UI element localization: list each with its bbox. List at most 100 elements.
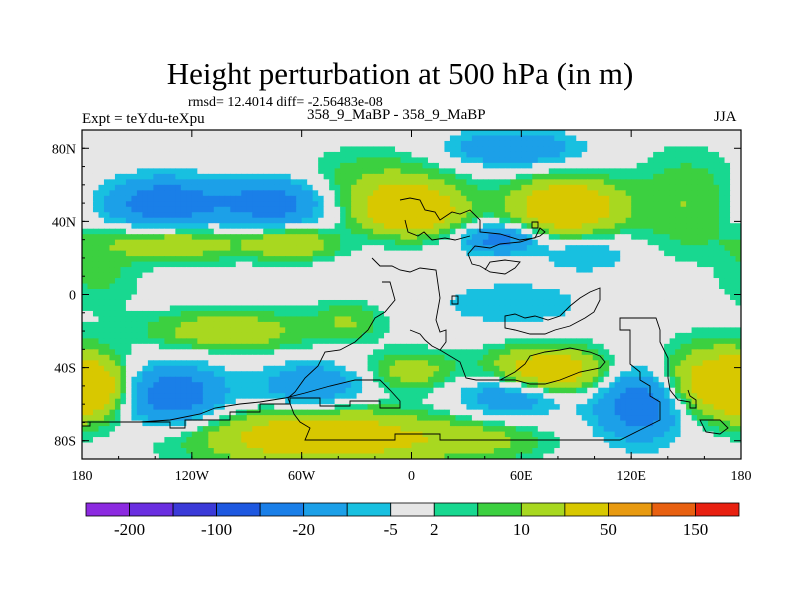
field-cell	[400, 140, 407, 148]
field-cell	[87, 179, 94, 186]
field-cell	[362, 310, 369, 318]
field-cell	[598, 250, 605, 257]
field-cell	[202, 184, 209, 191]
field-cell	[724, 250, 731, 257]
field-cell	[378, 349, 385, 356]
field-cell	[285, 184, 292, 191]
field-cell	[686, 338, 693, 345]
field-cell	[230, 212, 237, 219]
field-cell	[521, 338, 528, 345]
field-cell	[384, 190, 391, 197]
field-cell	[669, 272, 676, 279]
field-cell	[318, 228, 325, 235]
field-cell	[565, 338, 572, 345]
field-cell	[334, 190, 341, 197]
field-cell	[367, 245, 374, 252]
field-cell	[691, 223, 698, 230]
field-cell	[164, 151, 171, 159]
field-cell	[362, 201, 369, 208]
field-cell	[526, 305, 533, 312]
field-cell	[164, 223, 171, 230]
field-cell	[252, 310, 259, 318]
field-cell	[120, 343, 127, 350]
field-cell	[406, 195, 413, 202]
field-cell	[466, 294, 473, 301]
field-cell	[345, 250, 352, 257]
field-cell	[246, 184, 253, 191]
field-cell	[98, 321, 105, 328]
field-cell	[274, 234, 281, 241]
field-cell	[548, 195, 555, 202]
field-cell	[164, 305, 171, 312]
field-cell	[147, 212, 154, 219]
field-cell	[515, 234, 522, 241]
field-cell	[351, 294, 358, 301]
field-cell	[246, 168, 253, 175]
field-cell	[449, 173, 457, 180]
field-cell	[296, 140, 303, 148]
field-cell	[263, 305, 270, 312]
field-cell	[268, 338, 275, 345]
field-cell	[230, 239, 237, 246]
field-cell	[526, 310, 533, 318]
field-cell	[142, 173, 149, 180]
field-cell	[175, 217, 182, 224]
field-cell	[625, 184, 632, 191]
field-cell	[395, 349, 402, 356]
field-cell	[362, 228, 369, 235]
field-cell	[466, 316, 473, 323]
field-cell	[213, 327, 220, 334]
field-cell	[559, 338, 566, 345]
field-cell	[191, 151, 198, 159]
field-cell	[719, 168, 726, 175]
field-cell	[114, 294, 122, 301]
field-cell	[422, 343, 429, 350]
field-cell	[400, 234, 407, 241]
field-cell	[224, 332, 231, 339]
field-cell	[367, 217, 374, 224]
field-cell	[230, 157, 237, 164]
field-cell	[713, 278, 720, 285]
field-cell	[598, 299, 605, 307]
field-cell	[554, 305, 561, 312]
field-cell	[147, 179, 154, 186]
field-cell	[416, 212, 424, 219]
field-cell	[515, 250, 522, 257]
field-cell	[460, 354, 468, 361]
field-cell	[109, 316, 116, 323]
field-cell	[554, 278, 561, 285]
field-cell	[515, 212, 522, 219]
field-cell	[477, 261, 484, 268]
field-cell	[153, 168, 160, 175]
field-cell	[98, 212, 105, 219]
field-cell	[548, 212, 555, 219]
field-cell	[559, 256, 566, 263]
field-cell	[274, 162, 281, 169]
field-cell	[702, 212, 709, 219]
field-cell	[438, 201, 446, 208]
field-cell	[532, 151, 539, 159]
field-cell	[230, 272, 237, 279]
field-cell	[438, 173, 446, 180]
field-cell	[356, 294, 363, 301]
field-cell	[532, 294, 539, 301]
field-cell	[274, 190, 281, 197]
field-cell	[620, 206, 627, 213]
field-cell	[691, 299, 698, 307]
field-cell	[367, 228, 374, 235]
field-cell	[636, 135, 643, 142]
field-cell	[142, 135, 149, 142]
field-cell	[208, 267, 215, 274]
field-cell	[202, 140, 209, 148]
field-cell	[493, 223, 500, 230]
field-cell	[504, 201, 511, 208]
field-cell	[735, 299, 741, 307]
field-cell	[466, 349, 473, 356]
field-cell	[329, 157, 336, 164]
field-cell	[565, 327, 572, 334]
field-cell	[235, 332, 242, 339]
field-cell	[664, 151, 671, 159]
field-cell	[570, 190, 577, 197]
field-cell	[98, 289, 105, 296]
field-cell	[290, 349, 297, 356]
